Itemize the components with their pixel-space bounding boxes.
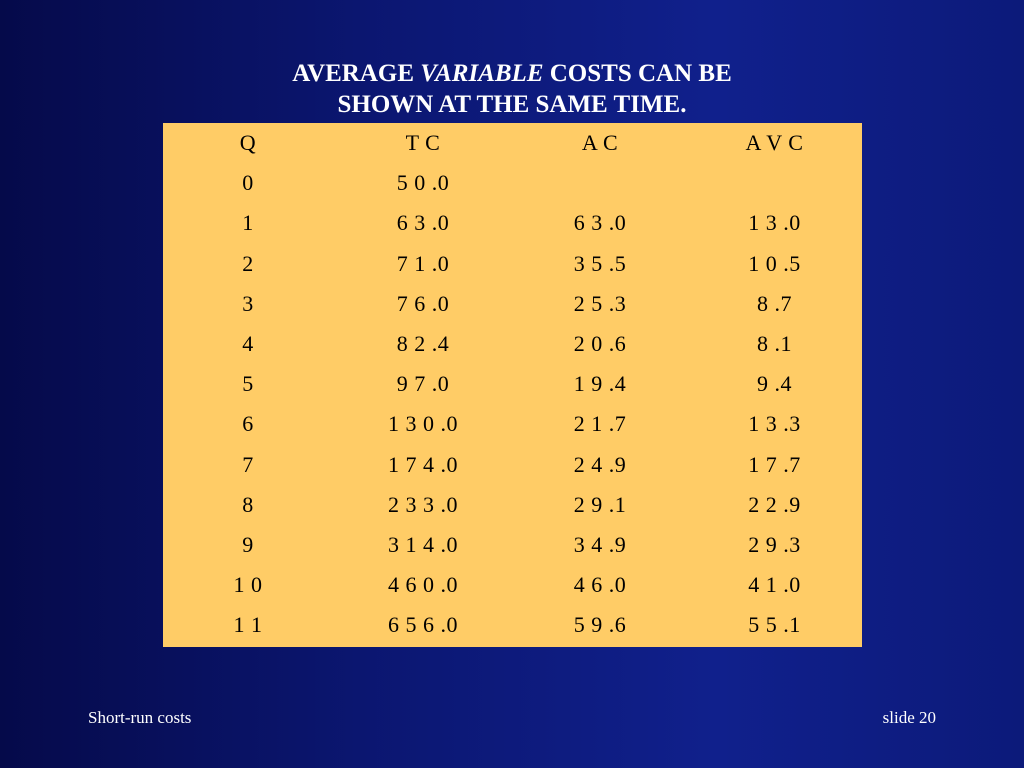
- cell-tc: 7 1 .0: [396, 250, 450, 276]
- cell-ac: 3 4 .9: [573, 531, 627, 557]
- cell-tc: 7 6 .0: [396, 290, 450, 316]
- slide-title: AVERAGE VARIABLE COSTS CAN BE SHOWN AT T…: [0, 58, 1024, 120]
- table-row: 3 7 6 .0 2 5 .3 8 .7: [163, 284, 862, 324]
- cost-table: Q T C A C A V C 0 5 0 .0 1 6 3 .0 6 3 .0: [163, 123, 862, 645]
- cell-q: 4: [242, 331, 254, 357]
- footer-slide-number: slide 20: [882, 708, 936, 727]
- cell-tc: 6 5 6 .0: [388, 612, 458, 638]
- header-ac: A C: [581, 130, 619, 156]
- header-avc: A V C: [745, 130, 804, 156]
- cell-ac: 2 5 .3: [573, 290, 627, 316]
- table-row: 1 6 3 .0 6 3 .0 1 3 .0: [163, 203, 862, 243]
- table-row: 7 1 7 4 .0 2 4 .9 1 7 .7: [163, 445, 862, 485]
- table-row: 9 3 1 4 .0 3 4 .9 2 9 .3: [163, 525, 862, 565]
- cell-tc: 5 0 .0: [396, 170, 450, 196]
- cell-avc: 2 9 .3: [748, 531, 801, 557]
- cell-avc: 5 5 .1: [748, 612, 801, 638]
- cell-ac: 6 3 .0: [573, 210, 627, 236]
- cell-q: 2: [242, 250, 254, 276]
- title-line-1: AVERAGE VARIABLE COSTS CAN BE: [0, 58, 1024, 89]
- cell-q: 1 0: [233, 572, 263, 598]
- cell-ac: 4 6 .0: [573, 572, 627, 598]
- cell-avc: 4 1 .0: [748, 572, 801, 598]
- table-row: 8 2 3 3 .0 2 9 .1 2 2 .9: [163, 485, 862, 525]
- cell-tc: 3 1 4 .0: [388, 531, 458, 557]
- title-line-2: SHOWN AT THE SAME TIME.: [337, 91, 687, 118]
- cell-q: 3: [242, 290, 254, 316]
- cell-ac: 2 9 .1: [573, 491, 627, 517]
- cell-ac: 2 0 .6: [573, 331, 627, 357]
- table-row: 0 5 0 .0: [163, 163, 862, 203]
- title-line-1-suffix: COSTS CAN BE: [543, 60, 732, 87]
- title-line-1-prefix: AVERAGE: [292, 60, 421, 87]
- cell-q: 9: [242, 531, 254, 557]
- table-row: 1 1 6 5 6 .0 5 9 .6 5 5 .1: [163, 605, 862, 645]
- cell-avc: 1 3 .3: [748, 411, 801, 437]
- cell-ac: [513, 163, 687, 203]
- cell-ac: 2 4 .9: [573, 451, 627, 477]
- cell-avc: 2 2 .9: [748, 491, 801, 517]
- table-row: 2 7 1 .0 3 5 .5 1 0 .5: [163, 244, 862, 284]
- cell-ac: 3 5 .5: [573, 250, 627, 276]
- cell-q: 6: [242, 411, 254, 437]
- table-row: 1 0 4 6 0 .0 4 6 .0 4 1 .0: [163, 565, 862, 605]
- cell-ac: 5 9 .6: [573, 612, 627, 638]
- cell-avc: 8 .1: [757, 331, 792, 357]
- cost-table-panel: Q T C A C A V C 0 5 0 .0 1 6 3 .0 6 3 .0: [163, 123, 862, 647]
- cell-tc: 8 2 .4: [396, 331, 450, 357]
- cell-tc: 1 3 0 .0: [388, 411, 458, 437]
- table-row: 6 1 3 0 .0 2 1 .7 1 3 .3: [163, 404, 862, 444]
- cell-q: 5: [242, 371, 254, 397]
- cell-avc: 1 7 .7: [748, 451, 801, 477]
- cell-q: 0: [242, 170, 254, 196]
- cell-tc: 4 6 0 .0: [388, 572, 458, 598]
- table-row: 4 8 2 .4 2 0 .6 8 .1: [163, 324, 862, 364]
- cell-q: 7: [242, 451, 254, 477]
- cell-tc: 1 7 4 .0: [388, 451, 458, 477]
- table-header-row: Q T C A C A V C: [163, 123, 862, 163]
- cell-ac: 2 1 .7: [573, 411, 627, 437]
- title-line-1-italic: VARIABLE: [420, 60, 544, 87]
- cell-tc: 2 3 3 .0: [388, 491, 458, 517]
- cell-q: 1 1: [233, 612, 263, 638]
- cell-avc: [687, 163, 862, 203]
- header-q: Q: [239, 130, 257, 156]
- cell-avc: 8 .7: [757, 290, 792, 316]
- cell-q: 1: [242, 210, 254, 236]
- header-tc: T C: [405, 130, 441, 156]
- table-row: 5 9 7 .0 1 9 .4 9 .4: [163, 364, 862, 404]
- cell-avc: 9 .4: [757, 371, 792, 397]
- cell-tc: 9 7 .0: [396, 371, 450, 397]
- cell-avc: 1 0 .5: [748, 250, 801, 276]
- cell-q: 8: [242, 491, 254, 517]
- cell-tc: 6 3 .0: [396, 210, 450, 236]
- cell-avc: 1 3 .0: [748, 210, 801, 236]
- footer-section-label: Short-run costs: [88, 708, 192, 727]
- cell-ac: 1 9 .4: [573, 371, 627, 397]
